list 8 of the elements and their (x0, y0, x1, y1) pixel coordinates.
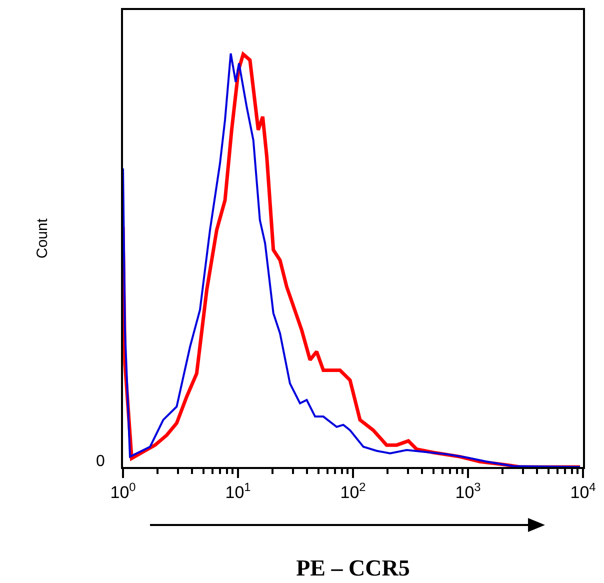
x-tick-label: 10$^{4}$ (570, 480, 596, 502)
x-tick-label: 10$^{0}$ (110, 480, 136, 502)
x-tick-label: 10$^{1}$ (225, 480, 252, 502)
x-tick-label: 10$^{2}$ (340, 480, 366, 502)
text: 0 (96, 453, 105, 470)
x-axis-title: PE – CCR5 (296, 555, 410, 580)
x-tick-label: 10$^{3}$ (455, 480, 482, 502)
y-axis-title: Count (34, 218, 51, 259)
